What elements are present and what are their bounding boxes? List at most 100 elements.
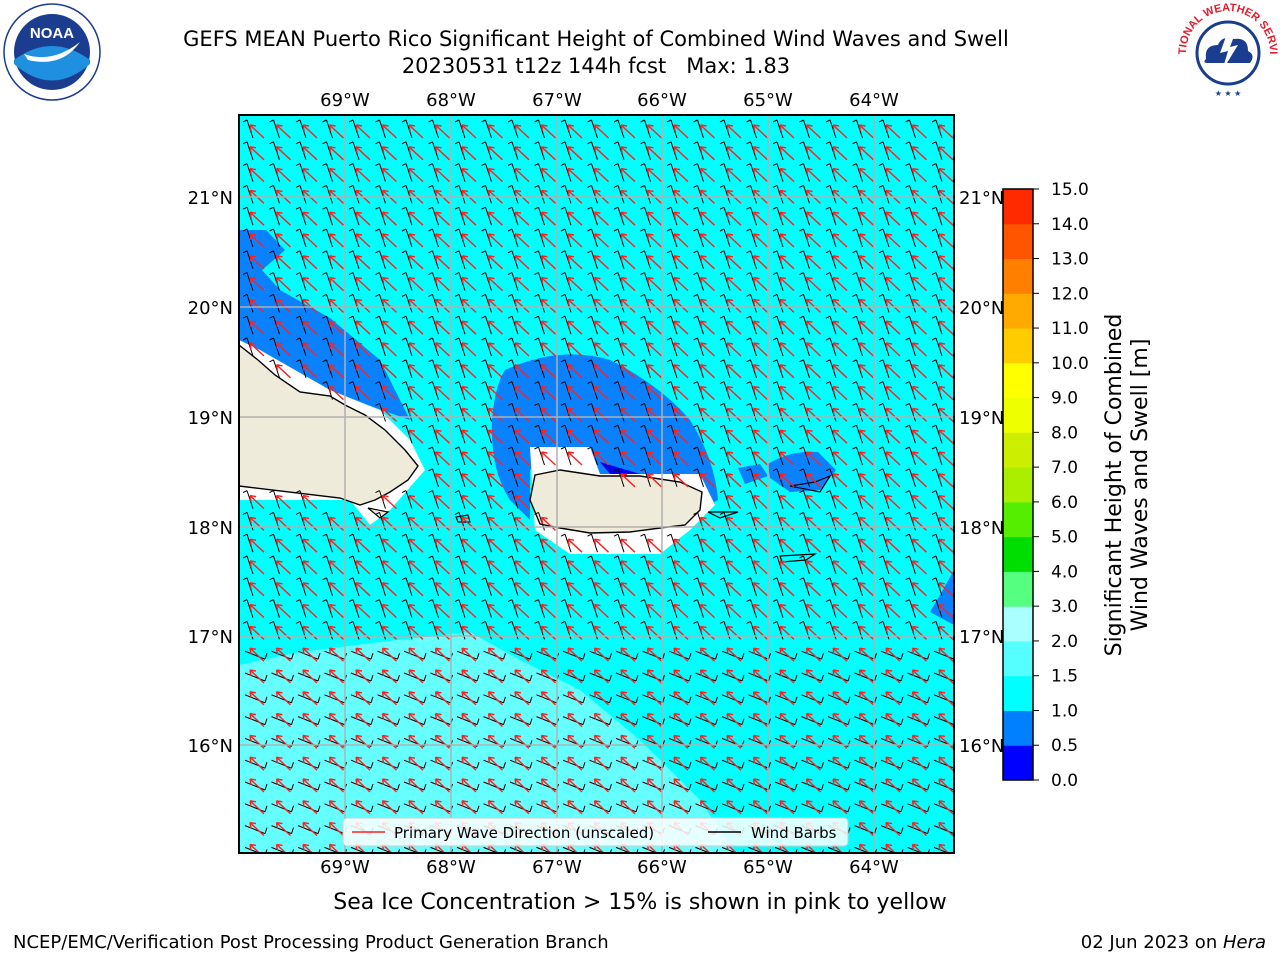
wave-direction-arrow	[540, 516, 556, 531]
wave-direction-arrow	[540, 233, 556, 248]
wave-direction-arrow	[752, 625, 768, 640]
wave-direction-arrow	[275, 669, 291, 684]
wave-direction-arrow	[328, 647, 344, 662]
wave-direction-arrow	[487, 385, 503, 401]
wave-direction-arrow	[726, 233, 742, 248]
wave-direction-arrow	[593, 712, 609, 728]
wave-direction-arrow	[461, 800, 477, 815]
wave-direction-arrow	[275, 800, 291, 815]
wave-direction-arrow	[858, 800, 874, 815]
wind-barb	[509, 694, 533, 704]
wave-direction-arrow	[805, 756, 821, 771]
wind-barb	[642, 803, 665, 813]
wave-direction-arrow	[567, 800, 583, 815]
wave-direction-arrow	[381, 734, 397, 749]
wave-direction-arrow	[302, 734, 318, 749]
wave-direction-arrow	[567, 538, 583, 553]
wave-direction-arrow	[249, 843, 261, 853]
wave-direction-arrow	[885, 603, 901, 619]
wave-direction-arrow	[302, 516, 318, 531]
wind-barb	[271, 803, 294, 813]
wind-barb	[403, 781, 427, 791]
wave-direction-arrow	[461, 494, 477, 510]
wave-direction-arrow	[355, 320, 371, 335]
wave-direction-arrow	[673, 800, 689, 815]
wave-direction-arrow	[752, 734, 768, 749]
wave-direction-arrow	[646, 276, 662, 292]
colorbar-segment	[1003, 397, 1033, 433]
wave-direction-arrow	[355, 167, 371, 183]
wave-direction-arrow	[275, 276, 291, 292]
wave-direction-arrow	[567, 451, 583, 466]
puerto-rico-land	[529, 469, 703, 534]
wave-direction-arrow	[593, 233, 609, 248]
wave-direction-arrow	[673, 756, 689, 771]
wind-barb	[483, 759, 506, 769]
wave-direction-arrow	[752, 146, 768, 161]
wind-barb	[748, 759, 771, 769]
wave-direction-arrow	[805, 407, 821, 422]
wave-direction-arrow	[805, 669, 821, 684]
wave-direction-arrow	[620, 647, 636, 662]
wave-direction-arrow	[620, 124, 636, 139]
wave-direction-arrow	[461, 647, 477, 662]
wave-direction-arrow	[567, 233, 583, 248]
colorbar-tick-label: 1.5	[1051, 667, 1078, 687]
wave-direction-arrow	[752, 364, 768, 379]
wave-direction-arrow	[858, 146, 874, 161]
wind-barb	[589, 672, 612, 682]
wind-barb	[642, 694, 665, 704]
wind-barb	[244, 803, 268, 813]
legend-wave-direction-label: Primary Wave Direction (unscaled)	[394, 824, 654, 842]
wave-direction-arrow	[381, 756, 397, 771]
wave-direction-arrow	[567, 342, 583, 357]
wave-direction-arrow	[699, 167, 715, 183]
wind-barb	[271, 759, 294, 769]
wave-direction-arrow	[381, 625, 397, 640]
wave-direction-arrow	[726, 429, 742, 444]
wave-direction-arrow	[514, 647, 530, 662]
wave-direction-arrow	[938, 320, 954, 335]
wave-direction-arrow	[302, 233, 318, 248]
wave-direction-arrow	[752, 538, 768, 553]
colorbar-tick-label: 10.0	[1051, 354, 1089, 374]
wave-direction-arrow	[249, 320, 265, 335]
wave-direction-arrow	[487, 625, 503, 640]
wind-barb	[350, 759, 374, 769]
wind-barb	[244, 716, 268, 726]
wind-barb	[668, 694, 692, 704]
wind-barb	[562, 716, 586, 726]
wave-direction-arrow	[752, 342, 768, 357]
wave-direction-arrow	[302, 647, 318, 662]
wave-direction-arrow	[832, 669, 848, 684]
wave-direction-arrow	[567, 167, 583, 183]
wave-direction-arrow	[381, 342, 397, 357]
wave-direction-arrow	[408, 603, 424, 619]
wave-direction-arrow	[885, 821, 901, 837]
wave-direction-arrow	[275, 691, 291, 706]
wind-barb	[615, 672, 639, 682]
wave-height-0.5-1.0-region-vi2	[768, 451, 836, 492]
wave-direction-arrow	[620, 669, 636, 684]
lon-label-bottom-66w: 66°W	[637, 857, 687, 878]
wave-direction-arrow	[328, 146, 344, 161]
wave-direction-arrow	[752, 233, 768, 248]
wave-direction-arrow	[302, 712, 318, 728]
wave-direction-arrow	[540, 669, 556, 684]
wave-direction-arrow	[673, 146, 689, 161]
wave-direction-arrow	[381, 364, 397, 379]
wind-barb	[562, 803, 586, 813]
wave-direction-arrow	[593, 407, 609, 422]
wave-direction-arrow	[593, 276, 609, 292]
wave-direction-arrow	[726, 276, 742, 292]
wave-direction-arrow	[487, 255, 503, 270]
wave-direction-arrow	[328, 255, 344, 270]
wave-direction-arrow	[593, 211, 609, 226]
wave-direction-arrow	[355, 233, 371, 248]
wave-direction-arrow	[646, 560, 662, 575]
wave-direction-arrow	[858, 669, 874, 684]
colorbar-tick-label: 11.0	[1051, 319, 1089, 339]
wave-direction-arrow	[858, 320, 874, 335]
wind-barb	[642, 650, 665, 660]
wave-direction-arrow	[911, 516, 927, 531]
